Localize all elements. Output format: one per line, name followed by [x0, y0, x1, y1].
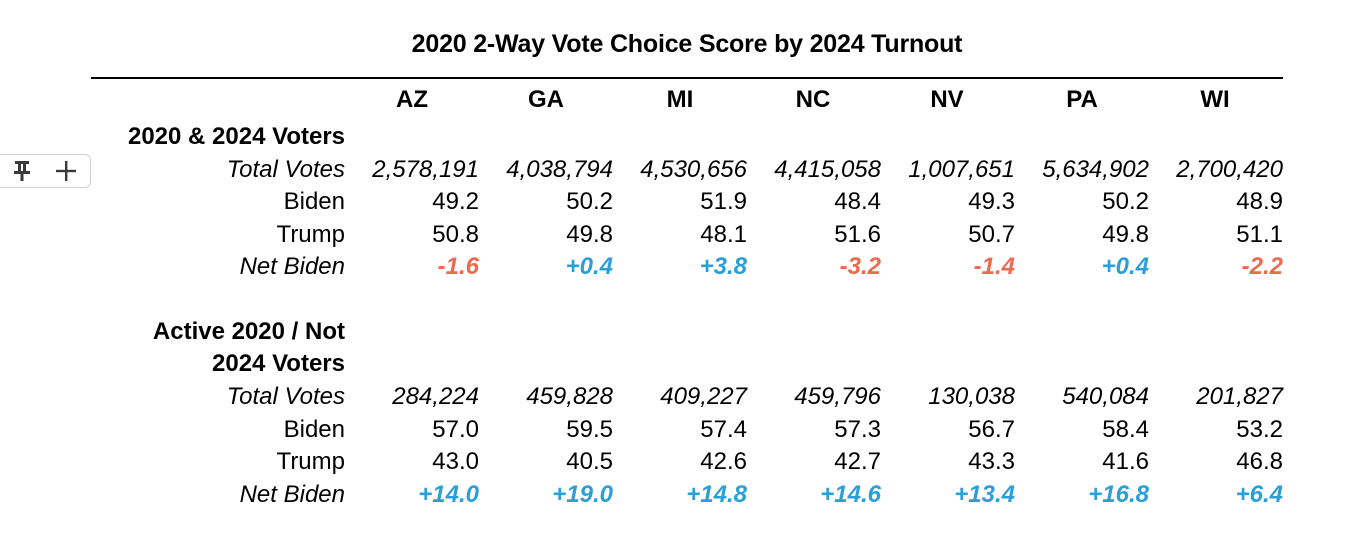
row-label-total-votes: Total Votes	[226, 383, 345, 410]
add-button[interactable]	[44, 155, 88, 187]
table-cell: 59.5	[566, 416, 613, 443]
table-cell: 4,038,794	[506, 156, 613, 183]
table-cell: 540,084	[1062, 383, 1149, 410]
column-header-az: AZ	[396, 86, 428, 113]
table-cell: 57.4	[700, 416, 747, 443]
column-header-nv: NV	[930, 86, 964, 113]
table-cell: 57.3	[834, 416, 881, 443]
net-value-cell: +14.8	[686, 481, 747, 508]
table-title: 2020 2-Way Vote Choice Score by 2024 Tur…	[411, 30, 963, 58]
table-cell: 130,038	[928, 383, 1015, 410]
net-value-cell: +6.4	[1235, 481, 1283, 508]
pin-icon	[14, 161, 30, 181]
net-value-cell: +14.0	[418, 481, 479, 508]
table-cell: 50.2	[566, 188, 613, 215]
net-value-cell: +0.4	[1101, 253, 1149, 280]
title-divider	[91, 77, 1283, 79]
section-heading: 2020 & 2024 Voters	[127, 123, 345, 150]
row-label-total-votes: Total Votes	[226, 156, 345, 183]
net-value-cell: -2.2	[1241, 253, 1283, 280]
table-cell: 56.7	[968, 416, 1015, 443]
net-value-cell: +19.0	[552, 481, 613, 508]
row-label-net-biden: Net Biden	[239, 253, 345, 280]
table-cell: 284,224	[392, 383, 479, 410]
table-cell: 43.3	[968, 448, 1015, 475]
net-value-cell: -3.2	[839, 253, 881, 280]
table-cell: 46.8	[1236, 448, 1283, 475]
table-cell: 53.2	[1236, 416, 1283, 443]
table-cell: 49.8	[1102, 221, 1149, 248]
row-label-trump: Trump	[276, 221, 345, 248]
table-cell: 48.4	[834, 188, 881, 215]
table-cell: 51.9	[700, 188, 747, 215]
column-header-pa: PA	[1066, 86, 1098, 113]
cell-toolbar	[0, 154, 91, 188]
section-heading: Active 2020 / Not	[152, 318, 345, 345]
table-cell: 2,700,420	[1176, 156, 1283, 183]
column-header-ga: GA	[528, 86, 564, 113]
net-value-cell: +16.8	[1088, 481, 1149, 508]
net-value-cell: +0.4	[565, 253, 613, 280]
table-cell: 2,578,191	[372, 156, 479, 183]
table-cell: 48.9	[1236, 188, 1283, 215]
table-cell: 4,530,656	[640, 156, 747, 183]
column-header-wi: WI	[1200, 86, 1230, 113]
row-label-net-biden: Net Biden	[239, 481, 345, 508]
table-cell: 58.4	[1102, 416, 1149, 443]
row-label-biden: Biden	[283, 188, 345, 215]
table-cell: 50.2	[1102, 188, 1149, 215]
table-cell: 42.6	[700, 448, 747, 475]
column-header-mi: MI	[666, 86, 694, 113]
section-heading-continued: 2024 Voters	[212, 350, 345, 377]
table-cell: 5,634,902	[1042, 156, 1149, 183]
table-cell: 50.7	[968, 221, 1015, 248]
row-label-trump: Trump	[276, 448, 345, 475]
table-cell: 49.8	[566, 221, 613, 248]
table-cell: 459,796	[794, 383, 881, 410]
table-cell: 40.5	[566, 448, 613, 475]
table-cell: 1,007,651	[908, 156, 1015, 183]
net-value-cell: -1.4	[973, 253, 1015, 280]
table-cell: 51.1	[1236, 221, 1283, 248]
pin-button[interactable]	[0, 155, 44, 187]
table-cell: 41.6	[1102, 448, 1149, 475]
table-cell: 48.1	[700, 221, 747, 248]
table-cell: 49.2	[432, 188, 479, 215]
table-cell: 201,827	[1196, 383, 1283, 410]
table-cell: 459,828	[526, 383, 613, 410]
table-cell: 409,227	[660, 383, 747, 410]
net-value-cell: +14.6	[820, 481, 881, 508]
table-cell: 50.8	[432, 221, 479, 248]
net-value-cell: +3.8	[699, 253, 747, 280]
net-value-cell: +13.4	[954, 481, 1015, 508]
table-cell: 49.3	[968, 188, 1015, 215]
net-value-cell: -1.6	[437, 253, 479, 280]
column-header-nc: NC	[795, 86, 831, 113]
row-label-biden: Biden	[283, 416, 345, 443]
table-cell: 43.0	[432, 448, 479, 475]
table-cell: 42.7	[834, 448, 881, 475]
table-cell: 57.0	[432, 416, 479, 443]
table-cell: 51.6	[834, 221, 881, 248]
table-cell: 4,415,058	[774, 156, 881, 183]
plus-icon	[56, 161, 76, 181]
